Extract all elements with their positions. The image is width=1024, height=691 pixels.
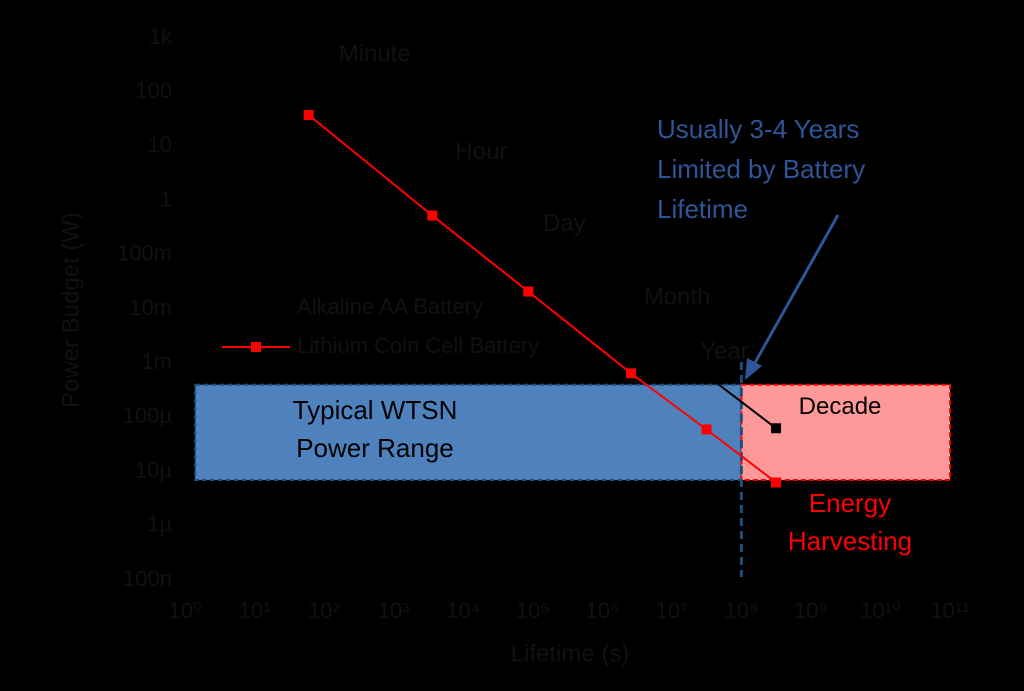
x-tick-label: 10⁵ (516, 598, 550, 623)
x-axis-label: Lifetime (s) (511, 640, 630, 667)
x-tick-label: 10⁷ (656, 598, 688, 623)
x-tick-label: 10⁰ (168, 598, 201, 623)
x-tick-label: 10⁴ (446, 598, 480, 623)
region (194, 383, 743, 481)
y-tick-label: 1 (160, 186, 172, 211)
series-marker (626, 314, 637, 325)
series-marker (701, 370, 712, 381)
region-label: Power Range (296, 433, 454, 463)
series-marker (427, 156, 438, 167)
series-marker (771, 423, 782, 434)
legend-marker (251, 303, 261, 313)
point-label: Year (700, 338, 749, 365)
x-tick-label: 10⁹ (794, 598, 828, 623)
x-tick-label: 10¹⁰ (860, 598, 901, 623)
legend-label: Lithium Coin Cell Battery (297, 333, 539, 358)
y-tick-label: 10m (129, 295, 172, 320)
y-tick-label: 1µ (147, 512, 172, 537)
series-marker (523, 232, 534, 243)
y-tick-label: 10 (148, 132, 172, 157)
y-tick-label: 100 (135, 78, 172, 103)
annotation: Lifetime (657, 194, 748, 224)
series-marker (427, 210, 438, 221)
series-marker (303, 109, 314, 120)
x-tick-label: 10¹ (239, 598, 271, 623)
x-tick-label: 10² (308, 598, 340, 623)
point-label: Minute (339, 40, 411, 67)
y-tick-label: 100µ (123, 403, 173, 428)
region-label: Typical WTSN (293, 395, 458, 425)
legend-marker (251, 342, 261, 352)
x-tick-label: 10¹¹ (930, 598, 969, 623)
series-marker (523, 286, 534, 297)
point-label: Month (644, 284, 711, 311)
y-tick-label: 100m (117, 241, 172, 266)
point-label: Decade (799, 393, 882, 420)
annotation: Limited by Battery (657, 154, 865, 184)
region-label: Energy (809, 488, 891, 518)
series-marker (701, 424, 712, 435)
y-tick-label: 100n (123, 566, 172, 591)
x-tick-label: 10³ (378, 598, 410, 623)
x-tick-label: 10⁶ (586, 598, 620, 623)
series-line (308, 59, 777, 430)
annotation-arrow (750, 214, 840, 369)
series-marker (771, 477, 782, 488)
y-axis-label: Power Budget (W) (57, 212, 84, 408)
y-tick-label: 1k (149, 24, 173, 49)
y-tick-label: 10µ (135, 457, 172, 482)
series-marker (303, 55, 314, 66)
legend-label: Alkaline AA Battery (297, 294, 483, 319)
series-line (308, 114, 777, 484)
y-tick-label: 1m (141, 349, 172, 374)
point-label: Hour (455, 138, 507, 165)
region-label: Harvesting (788, 526, 912, 556)
x-tick-label: 10⁸ (724, 598, 758, 623)
point-label: Day (543, 210, 586, 237)
annotation: Usually 3-4 Years (657, 114, 859, 144)
series-marker (626, 368, 637, 379)
arrow-head (745, 358, 762, 380)
